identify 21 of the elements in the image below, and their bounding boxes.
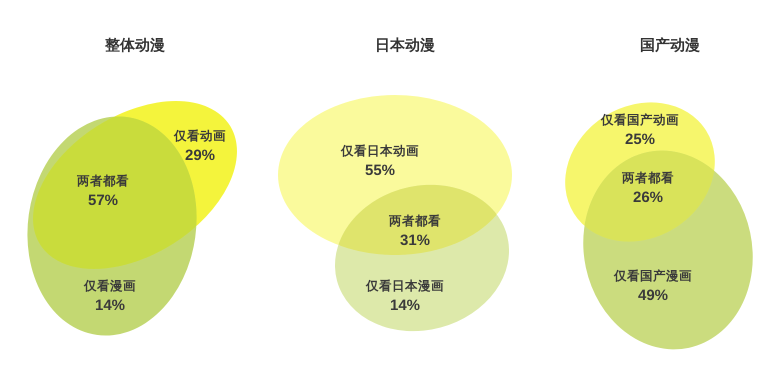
data-label: 14% [390, 297, 420, 314]
data-label: 49% [638, 287, 668, 304]
text: 国产动漫 [640, 37, 700, 54]
category-label: 两者都看 [621, 170, 674, 185]
category-label: 仅看国产动画 [600, 112, 679, 127]
category-label: 两者都看 [76, 173, 129, 188]
category-label: 仅看漫画 [83, 278, 136, 293]
data-label: 57% [88, 192, 118, 209]
category-label: 仅看国产漫画 [613, 268, 692, 283]
data-label: 25% [624, 131, 656, 148]
data-label: 31% [400, 232, 430, 249]
data-label: 55% [364, 162, 396, 179]
data-label: 14% [94, 297, 126, 314]
category-label: 仅看日本漫画 [365, 278, 444, 293]
data-label: 26% [632, 189, 664, 206]
category-label: 两者都看 [388, 213, 441, 228]
data-label: 29% [184, 147, 216, 164]
text: 整体动漫 [104, 37, 165, 54]
category-label: 仅看日本动画 [340, 143, 419, 158]
text: 日本动漫 [375, 37, 435, 54]
category-label: 仅看动画 [173, 128, 226, 143]
